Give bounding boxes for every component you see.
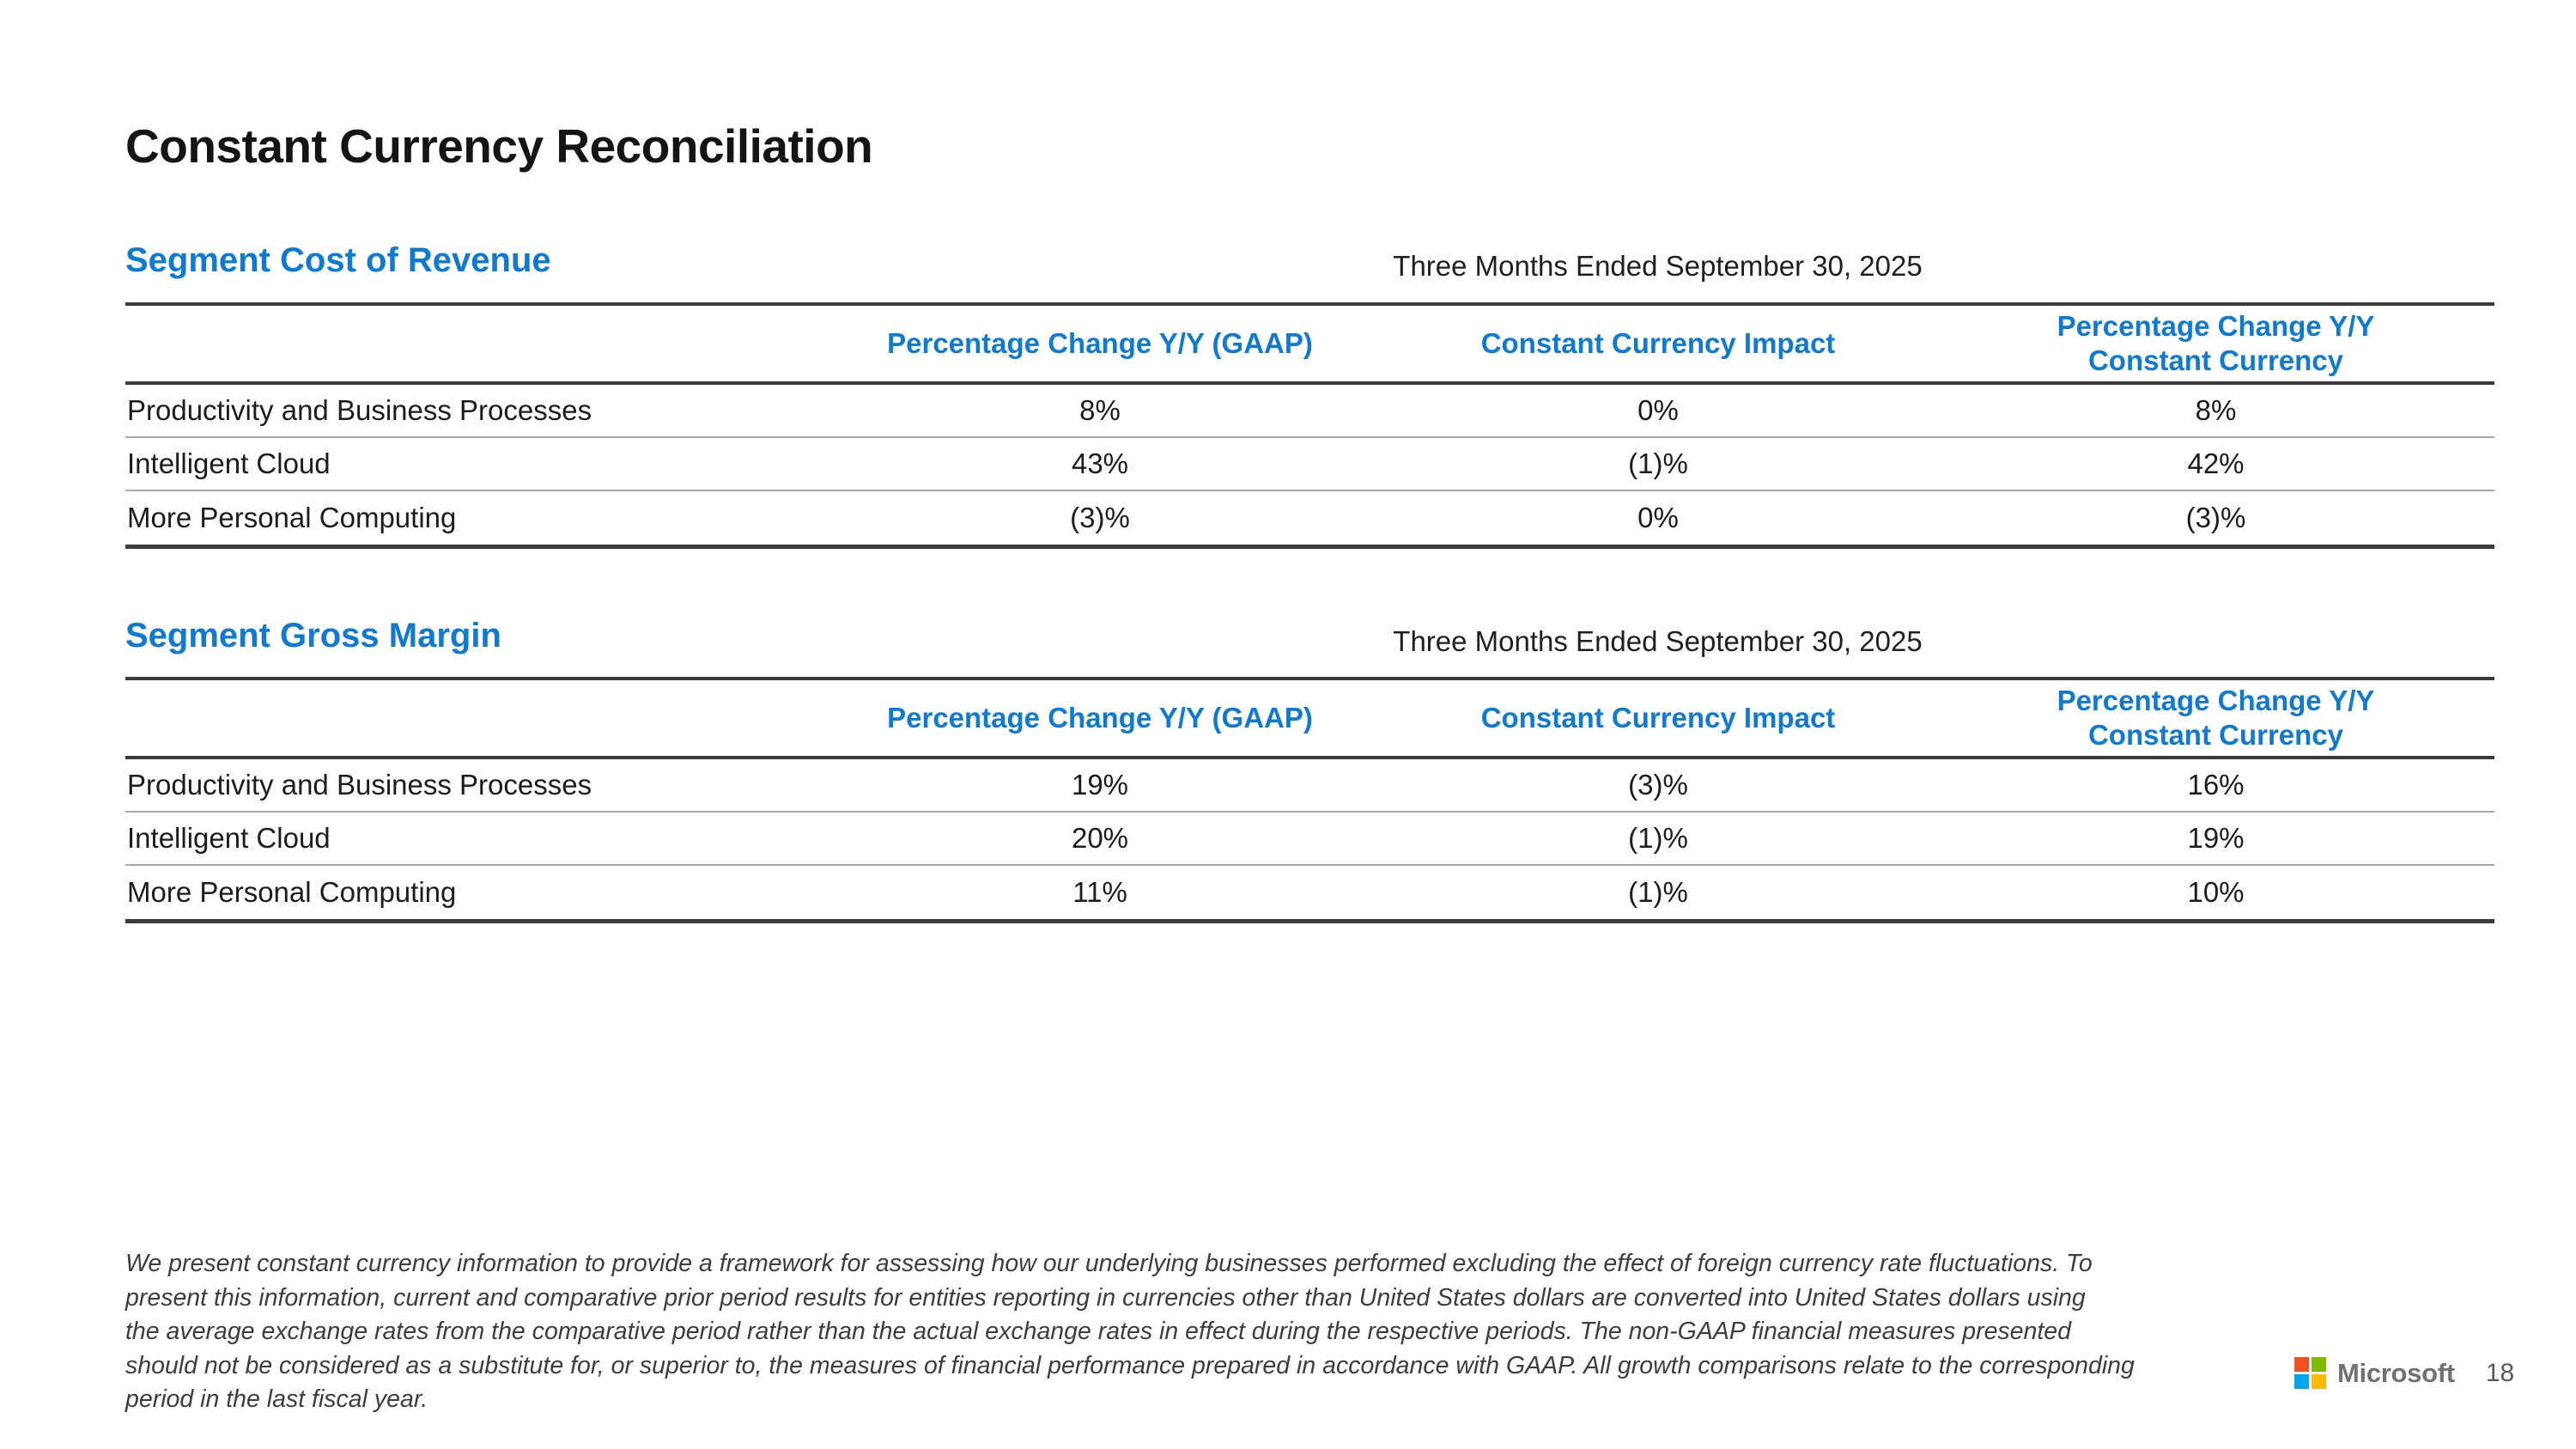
footnote-line: We present constant currency information…: [125, 1250, 2093, 1277]
row-label: Productivity and Business Processes: [127, 394, 592, 426]
gaap-value: 20%: [1071, 822, 1129, 854]
row-label: Productivity and Business Processes: [127, 769, 592, 801]
cc-value: 10%: [2187, 876, 2245, 908]
footer: Microsoft 18: [2294, 1357, 2514, 1389]
row-label: More Personal Computing: [127, 876, 457, 908]
column-header-impact: Constant Currency Impact: [1480, 702, 1836, 734]
row-label: More Personal Computing: [127, 502, 457, 533]
table-row: Productivity and Business Processes 19% …: [125, 759, 2494, 813]
cost-of-revenue-table: Percentage Change Y/Y (GAAP) Constant Cu…: [125, 302, 2494, 549]
table-row: Intelligent Cloud 20% (1)% 19%: [125, 813, 2494, 866]
cc-value: 19%: [2187, 822, 2245, 854]
impact-value: (1)%: [1628, 447, 1688, 479]
column-header-cc-line2: Constant Currency: [2087, 719, 2344, 751]
section-heading-cost-of-revenue: Segment Cost of Revenue: [125, 241, 551, 279]
footnote-line: should not be considered as a substitute…: [125, 1351, 2135, 1379]
footnote-line: period in the last fiscal year.: [125, 1385, 428, 1413]
cc-value: 42%: [2187, 447, 2245, 479]
page-title: Constant Currency Reconciliation: [125, 119, 873, 173]
table-row: Intelligent Cloud 43% (1)% 42%: [125, 438, 2494, 491]
page-number: 18: [2485, 1358, 2515, 1387]
period-label: Three Months Ended September 30, 2025: [1393, 250, 1923, 282]
table-header-row: Percentage Change Y/Y (GAAP) Constant Cu…: [125, 306, 2494, 385]
section-heading-gross-margin: Segment Gross Margin: [125, 617, 501, 654]
table-header-row: Percentage Change Y/Y (GAAP) Constant Cu…: [125, 680, 2494, 759]
table-row: Productivity and Business Processes 8% 0…: [125, 385, 2494, 438]
column-header-gaap: Percentage Change Y/Y (GAAP): [887, 702, 1313, 734]
cc-value: 16%: [2187, 769, 2245, 801]
footnote-line: present this information, current and co…: [125, 1283, 2086, 1312]
column-header-gaap: Percentage Change Y/Y (GAAP): [887, 327, 1313, 359]
cc-value: (3)%: [2185, 502, 2246, 533]
ms-square-green: [2312, 1357, 2326, 1372]
ms-square-red: [2294, 1357, 2309, 1372]
ms-square-yellow: [2312, 1374, 2326, 1389]
impact-value: 0%: [1637, 394, 1679, 426]
column-header-cc-line2: Constant Currency: [2087, 344, 2344, 376]
cc-value: 8%: [2195, 394, 2237, 426]
row-label: Intelligent Cloud: [127, 822, 331, 854]
impact-value: (3)%: [1628, 769, 1688, 801]
gaap-value: 43%: [1071, 447, 1129, 479]
column-header-constant-currency: Percentage Change Y/Y Constant Currency: [1937, 309, 2494, 378]
gaap-value: 11%: [1072, 876, 1127, 908]
microsoft-wordmark: Microsoft: [2337, 1357, 2455, 1388]
table-row: More Personal Computing 11% (1)% 10%: [125, 866, 2494, 919]
column-header-impact: Constant Currency Impact: [1480, 327, 1836, 359]
table-row: More Personal Computing (3)% 0% (3)%: [125, 491, 2494, 545]
gaap-value: (3)%: [1070, 502, 1130, 533]
column-header-cc-line1: Percentage Change Y/Y: [2057, 685, 2375, 716]
impact-value: (1)%: [1628, 822, 1688, 854]
impact-value: 0%: [1637, 502, 1679, 533]
column-header-constant-currency: Percentage Change Y/Y Constant Currency: [1937, 684, 2494, 752]
gaap-value: 19%: [1071, 769, 1129, 801]
gaap-value: 8%: [1079, 394, 1121, 426]
gross-margin-table: Percentage Change Y/Y (GAAP) Constant Cu…: [125, 677, 2494, 923]
row-label: Intelligent Cloud: [127, 447, 331, 479]
column-header-cc-line1: Percentage Change Y/Y: [2057, 310, 2375, 342]
ms-square-blue: [2294, 1374, 2309, 1389]
microsoft-logo-icon: [2294, 1357, 2326, 1389]
impact-value: (1)%: [1628, 876, 1688, 908]
period-label: Three Months Ended September 30, 2025: [1393, 625, 1923, 657]
footnote-line: the average exchange rates from the comp…: [125, 1318, 2072, 1345]
footnote: We present constant currency information…: [125, 1247, 2392, 1417]
